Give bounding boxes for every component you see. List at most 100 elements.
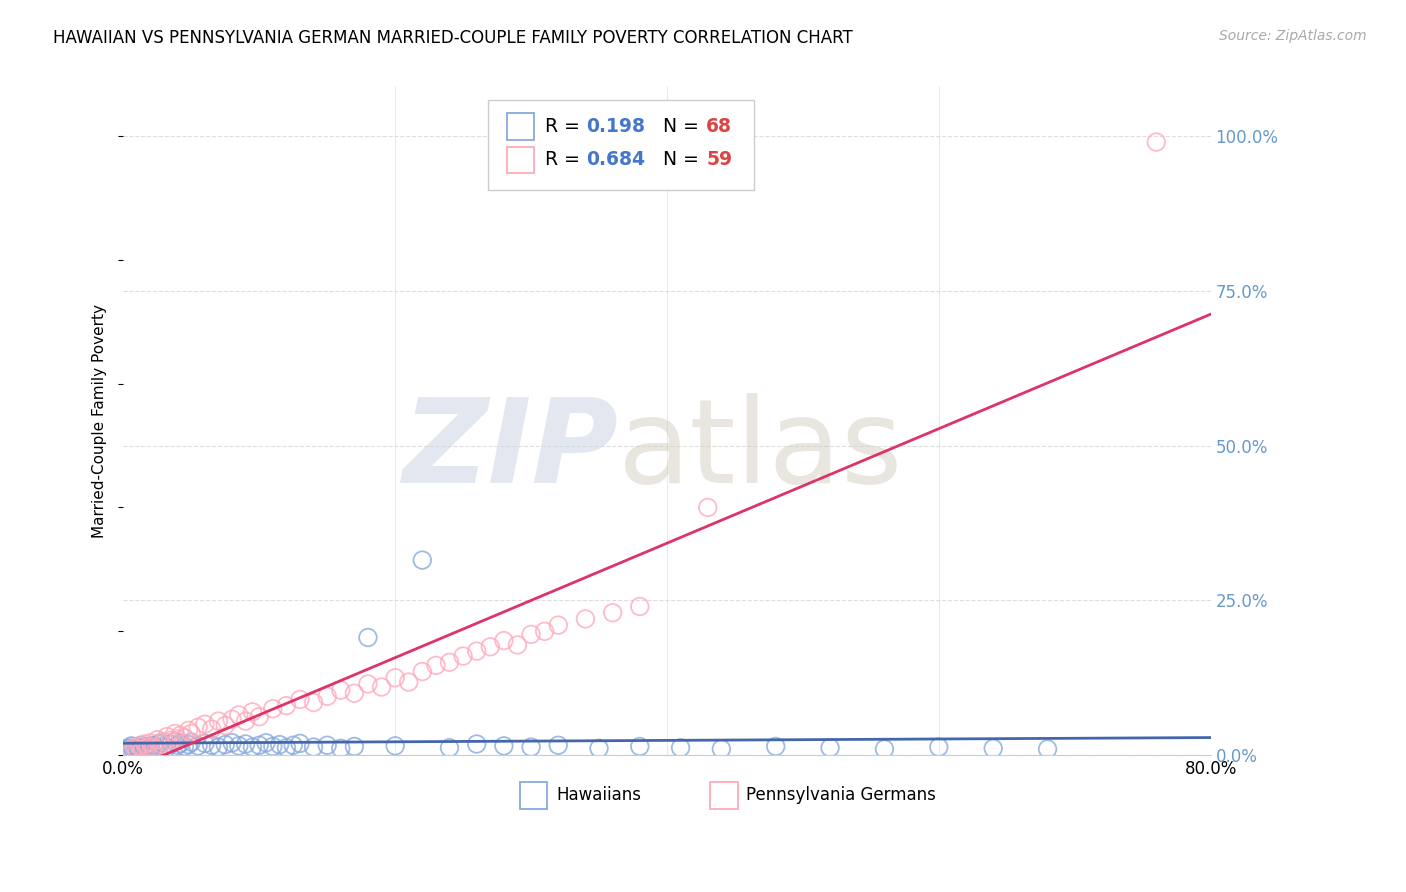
Point xyxy=(207,714,229,728)
Point xyxy=(520,740,543,755)
Text: 0.198: 0.198 xyxy=(586,117,645,136)
Point xyxy=(520,627,543,641)
Point xyxy=(169,736,191,750)
Point xyxy=(142,741,165,756)
Point xyxy=(125,740,148,755)
Point xyxy=(602,606,624,620)
Point xyxy=(173,739,195,754)
Point xyxy=(228,707,250,722)
Point xyxy=(235,714,257,728)
FancyBboxPatch shape xyxy=(710,782,738,809)
Point xyxy=(765,739,787,754)
Point xyxy=(465,644,488,658)
Point xyxy=(288,736,311,750)
Point xyxy=(710,742,733,756)
Point xyxy=(131,742,153,756)
Point xyxy=(588,741,610,756)
Point xyxy=(142,738,165,752)
Point xyxy=(247,710,270,724)
Text: 59: 59 xyxy=(706,151,733,169)
Point xyxy=(242,705,264,719)
Point xyxy=(262,702,284,716)
Point xyxy=(547,618,569,632)
Point xyxy=(156,730,179,744)
Point xyxy=(120,744,142,758)
Point xyxy=(128,739,150,753)
Point xyxy=(214,718,236,732)
Point xyxy=(398,675,420,690)
Point xyxy=(134,742,156,756)
Text: R =: R = xyxy=(546,117,586,136)
Point xyxy=(127,742,149,756)
Point xyxy=(669,740,692,755)
Point xyxy=(628,739,651,754)
Point xyxy=(343,739,366,754)
Point xyxy=(139,741,162,756)
Point xyxy=(180,726,202,740)
Point xyxy=(166,738,188,752)
Point xyxy=(384,739,406,753)
Point xyxy=(533,624,555,639)
Point xyxy=(479,640,502,654)
Point xyxy=(288,692,311,706)
Point xyxy=(194,717,217,731)
Point xyxy=(981,741,1004,756)
Point xyxy=(221,736,243,750)
Point xyxy=(873,742,896,756)
Point xyxy=(465,737,488,751)
Point xyxy=(506,638,529,652)
Point xyxy=(118,740,141,755)
Point xyxy=(122,740,145,755)
Point xyxy=(201,738,224,752)
FancyBboxPatch shape xyxy=(488,100,754,190)
Point xyxy=(134,737,156,751)
Text: HAWAIIAN VS PENNSYLVANIA GERMAN MARRIED-COUPLE FAMILY POVERTY CORRELATION CHART: HAWAIIAN VS PENNSYLVANIA GERMAN MARRIED-… xyxy=(53,29,853,46)
Point xyxy=(148,737,170,751)
Point xyxy=(153,739,176,753)
FancyBboxPatch shape xyxy=(520,782,547,809)
Point xyxy=(169,728,191,742)
Point xyxy=(136,740,159,755)
Point xyxy=(451,649,474,664)
Point xyxy=(153,734,176,748)
Text: atlas: atlas xyxy=(619,393,904,508)
Point xyxy=(166,732,188,747)
Point xyxy=(1144,135,1167,149)
Point xyxy=(150,737,173,751)
Point xyxy=(131,745,153,759)
Text: Hawaiians: Hawaiians xyxy=(555,786,641,805)
Point xyxy=(254,736,277,750)
Point xyxy=(343,686,366,700)
Point xyxy=(547,738,569,752)
Point xyxy=(160,737,183,751)
Text: N =: N = xyxy=(645,151,704,169)
Point xyxy=(247,738,270,752)
Text: N =: N = xyxy=(645,117,704,136)
Point xyxy=(696,500,718,515)
Point xyxy=(329,741,352,756)
Text: R =: R = xyxy=(546,151,586,169)
Point xyxy=(221,712,243,726)
Point xyxy=(180,735,202,749)
Point xyxy=(121,742,143,756)
Point xyxy=(150,736,173,750)
Point xyxy=(120,744,142,758)
Point xyxy=(118,743,141,757)
Point xyxy=(302,696,325,710)
Point xyxy=(132,740,155,755)
Point xyxy=(177,723,200,738)
Point xyxy=(115,742,138,756)
Point xyxy=(269,738,291,752)
Point xyxy=(302,740,325,755)
Y-axis label: Married-Couple Family Poverty: Married-Couple Family Poverty xyxy=(93,304,107,538)
Point xyxy=(146,732,169,747)
Point xyxy=(201,722,224,736)
FancyBboxPatch shape xyxy=(508,146,534,173)
Point xyxy=(1036,742,1059,756)
Point xyxy=(411,553,433,567)
Point xyxy=(187,720,209,734)
FancyBboxPatch shape xyxy=(508,113,534,140)
Point xyxy=(928,740,950,755)
Point xyxy=(425,658,447,673)
Point xyxy=(316,690,339,704)
